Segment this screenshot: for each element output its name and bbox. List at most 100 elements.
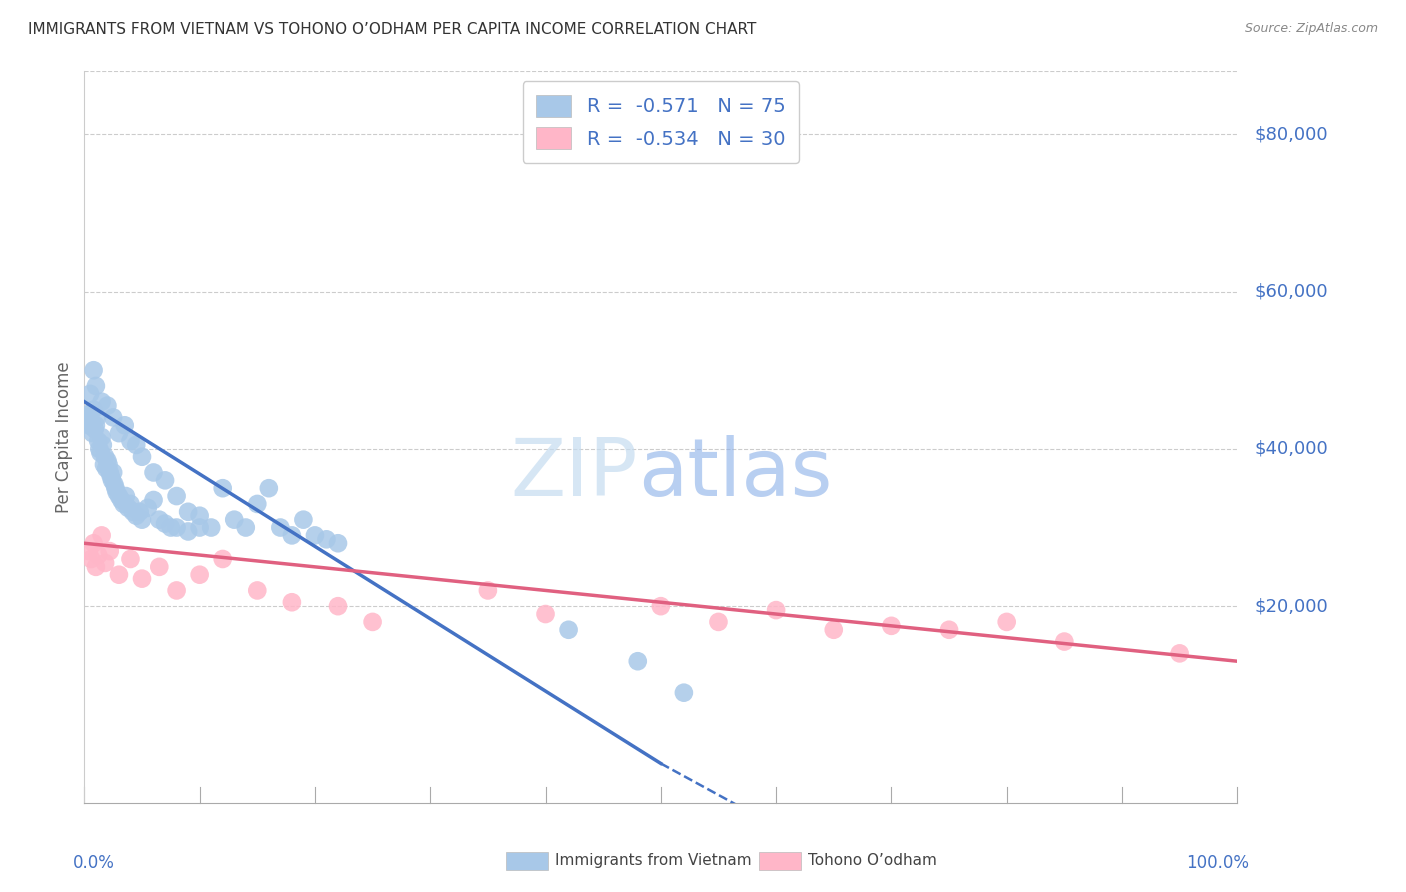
Point [93, 458, 115, 472]
Point [136, 500, 159, 515]
Point [707, 615, 730, 629]
Point [115, 489, 138, 503]
Point [880, 619, 903, 633]
Point [83, 363, 105, 377]
Point [98, 544, 121, 558]
Point [131, 513, 153, 527]
Point [84, 418, 107, 433]
Point [90, 430, 112, 444]
Point [84, 379, 107, 393]
Point [121, 505, 143, 519]
Point [235, 520, 257, 534]
Point [103, 466, 124, 480]
Text: IMMIGRANTS FROM VIETNAM VS TOHONO O’ODHAM PER CAPITA INCOME CORRELATION CHART: IMMIGRANTS FROM VIETNAM VS TOHONO O’ODHA… [28, 22, 756, 37]
Point [131, 572, 153, 586]
Point [86, 410, 108, 425]
Point [79, 407, 101, 421]
Point [108, 426, 131, 441]
Point [105, 485, 128, 500]
Point [177, 524, 200, 539]
Point [200, 520, 222, 534]
Text: ZIP: ZIP [510, 434, 638, 513]
Point [110, 493, 132, 508]
Point [114, 418, 136, 433]
Point [534, 607, 557, 621]
Point [224, 513, 246, 527]
Point [269, 520, 291, 534]
Text: 0.0%: 0.0% [73, 854, 115, 872]
Text: Tohono O’odham: Tohono O’odham [808, 854, 938, 868]
Point [101, 473, 124, 487]
Point [80, 414, 103, 428]
Point [90, 394, 112, 409]
Point [87, 548, 110, 562]
Point [160, 520, 183, 534]
Point [80, 552, 103, 566]
Point [83, 422, 105, 436]
Point [108, 489, 131, 503]
Text: $60,000: $60,000 [1254, 283, 1329, 301]
Point [83, 536, 105, 550]
Point [103, 477, 125, 491]
Point [89, 446, 111, 460]
Point [108, 567, 131, 582]
Point [477, 583, 499, 598]
Point [246, 583, 269, 598]
Point [188, 520, 211, 534]
Point [211, 481, 233, 495]
Text: $40,000: $40,000 [1254, 440, 1329, 458]
Point [1168, 646, 1191, 660]
Point [627, 654, 650, 668]
Point [672, 686, 695, 700]
Point [76, 410, 98, 425]
Point [103, 410, 124, 425]
Point [1053, 634, 1076, 648]
Point [650, 599, 672, 614]
Point [188, 567, 211, 582]
Legend: R =  -0.571   N = 75, R =  -0.534   N = 30: R = -0.571 N = 75, R = -0.534 N = 30 [523, 81, 799, 163]
Y-axis label: Per Capita Income: Per Capita Income [55, 361, 73, 513]
Point [79, 387, 101, 401]
Point [177, 505, 200, 519]
Point [97, 458, 120, 472]
Point [166, 489, 188, 503]
Point [361, 615, 384, 629]
Point [120, 552, 142, 566]
Point [84, 559, 107, 574]
Point [246, 497, 269, 511]
Point [96, 453, 118, 467]
Point [98, 466, 121, 480]
Point [90, 528, 112, 542]
Point [120, 434, 142, 448]
Point [304, 528, 326, 542]
Point [77, 418, 100, 433]
Point [96, 399, 118, 413]
Point [823, 623, 845, 637]
Text: 100.0%: 100.0% [1185, 854, 1249, 872]
Point [188, 508, 211, 523]
Point [94, 556, 117, 570]
Point [87, 434, 110, 448]
Text: Immigrants from Vietnam: Immigrants from Vietnam [555, 854, 752, 868]
Point [292, 513, 315, 527]
Point [82, 426, 104, 441]
Point [765, 603, 787, 617]
Point [96, 461, 118, 475]
Point [131, 450, 153, 464]
Point [281, 595, 304, 609]
Point [326, 599, 349, 614]
Point [125, 438, 148, 452]
Point [315, 533, 337, 547]
Point [128, 505, 150, 519]
Text: atlas: atlas [638, 434, 832, 513]
Point [120, 497, 142, 511]
Point [91, 438, 114, 452]
Text: $80,000: $80,000 [1254, 125, 1329, 144]
Point [100, 469, 122, 483]
Point [257, 481, 280, 495]
Point [995, 615, 1018, 629]
Point [125, 508, 148, 523]
Point [104, 481, 127, 495]
Point [112, 497, 135, 511]
Text: $20,000: $20,000 [1254, 597, 1329, 615]
